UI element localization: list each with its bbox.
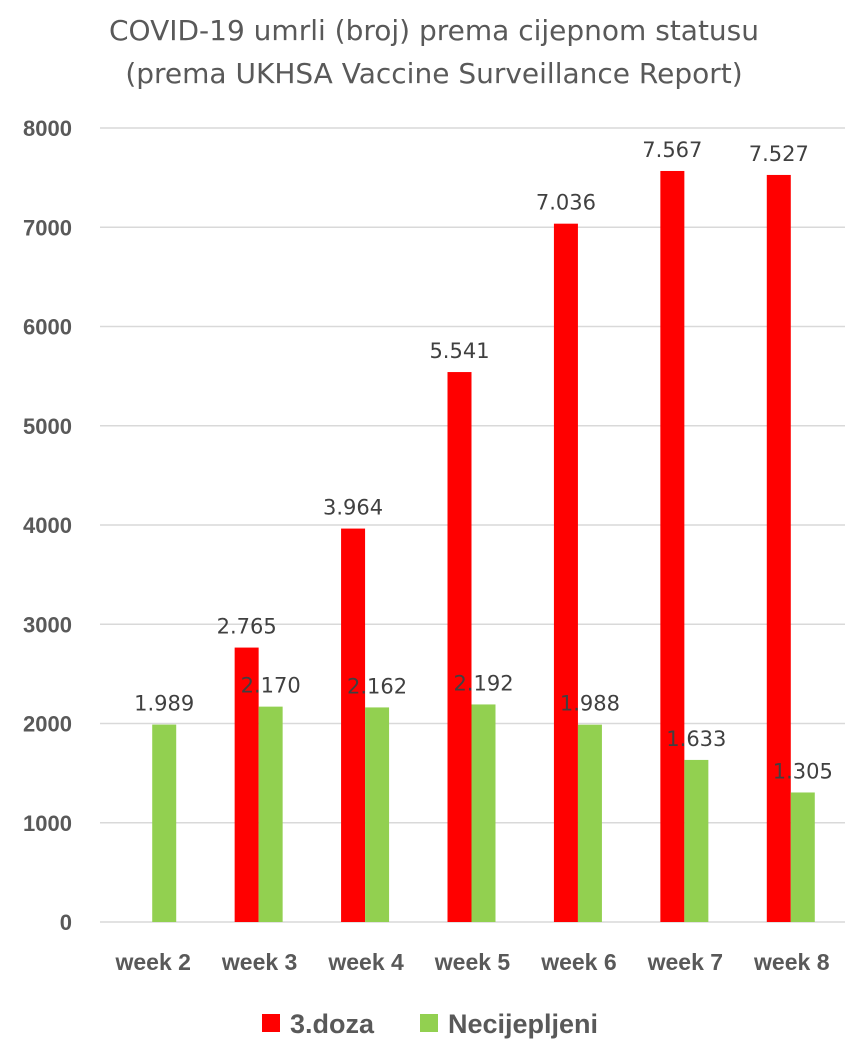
y-tick-label: 0 (60, 910, 72, 935)
bar-unvaccinated (577, 724, 602, 922)
bar-dose3 (234, 647, 259, 922)
data-label: 7.567 (642, 138, 702, 162)
chart-subtitle: (prema UKHSA Vaccine Surveillance Report… (125, 57, 742, 90)
data-labels: 1.989 2.765 2.170 3.964 2.162 5.541 2.192 7.036… (134, 138, 833, 784)
x-tick-label: week 8 (753, 949, 830, 975)
bar-dose3 (447, 372, 472, 922)
bar-unvaccinated (258, 706, 283, 922)
x-tick-label: week 3 (221, 949, 297, 975)
y-axis-ticks: 0 1000 2000 3000 4000 5000 6000 7000 8000 (23, 116, 72, 935)
data-label: 3.964 (323, 496, 383, 520)
legend-label: 3.doza (290, 1009, 375, 1039)
bar-unvaccinated (684, 759, 709, 922)
y-tick-label: 1000 (23, 811, 72, 836)
bar-unvaccinated (790, 792, 815, 922)
x-tick-label: week 4 (327, 949, 404, 975)
data-label: 2.170 (241, 674, 301, 698)
y-tick-label: 7000 (23, 215, 72, 240)
legend-swatch (262, 1014, 280, 1032)
data-label: 2.162 (347, 674, 407, 698)
data-label: 7.036 (536, 191, 596, 215)
bars (152, 170, 815, 923)
legend-label: Necijepljeni (448, 1009, 598, 1039)
y-tick-label: 2000 (23, 712, 72, 737)
bar-dose3 (766, 174, 791, 922)
x-tick-label: week 2 (114, 949, 190, 975)
x-tick-label: week 6 (540, 949, 616, 975)
legend-swatch (420, 1014, 438, 1032)
bar-unvaccinated (471, 704, 496, 922)
y-tick-label: 3000 (23, 612, 72, 637)
bar-dose3 (553, 223, 578, 922)
data-label: 2.765 (217, 615, 277, 639)
y-tick-label: 6000 (23, 315, 72, 340)
data-label: 5.541 (429, 339, 489, 363)
chart-title: COVID-19 umrli (broj) prema cijepnom sta… (109, 14, 759, 47)
data-label: 2.192 (453, 671, 513, 695)
bar-unvaccinated (152, 724, 177, 922)
x-tick-label: week 7 (647, 949, 723, 975)
legend: 3.doza Necijepljeni (262, 1009, 598, 1039)
bar-unvaccinated (365, 707, 390, 922)
data-label: 1.989 (134, 692, 194, 716)
bar-dose3 (341, 528, 366, 922)
data-label: 1.988 (560, 692, 620, 716)
y-tick-label: 8000 (23, 116, 72, 141)
data-label: 7.527 (749, 142, 809, 166)
bar-dose3 (660, 170, 685, 923)
data-label: 1.633 (666, 727, 726, 751)
y-tick-label: 4000 (23, 513, 72, 538)
gridlines (100, 127, 845, 923)
y-tick-label: 5000 (23, 414, 72, 439)
x-tick-label: week 5 (434, 949, 511, 975)
data-label: 1.305 (773, 759, 833, 783)
x-axis-ticks: week 2 week 3 week 4 week 5 week 6 week 7 week… (114, 949, 829, 975)
